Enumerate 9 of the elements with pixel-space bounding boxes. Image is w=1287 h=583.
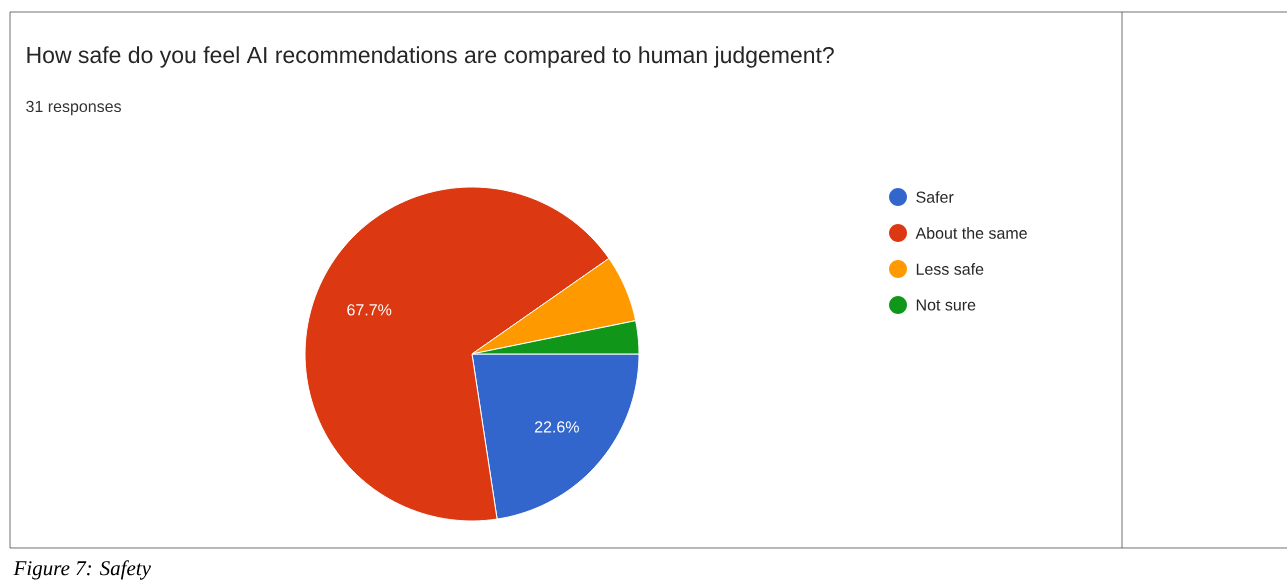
text: 31 responses	[26, 100, 121, 116]
legend-label: About the same	[915, 227, 1027, 239]
data-label: 22.6%	[534, 421, 579, 433]
data-label: 67.7%	[347, 304, 392, 316]
text: Figure 7: Safety	[13, 560, 151, 580]
legend-label: Less safe	[916, 263, 984, 275]
legend-label: Safer	[916, 191, 954, 203]
legend-label: Not sure	[916, 299, 976, 311]
chart-title: How safe do you feel AI recommendations are compared to human judgement?	[27, 46, 834, 68]
